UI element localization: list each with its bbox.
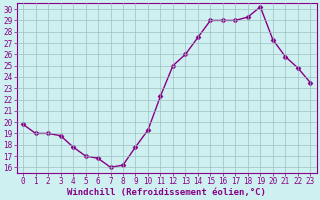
X-axis label: Windchill (Refroidissement éolien,°C): Windchill (Refroidissement éolien,°C) [67, 188, 266, 197]
